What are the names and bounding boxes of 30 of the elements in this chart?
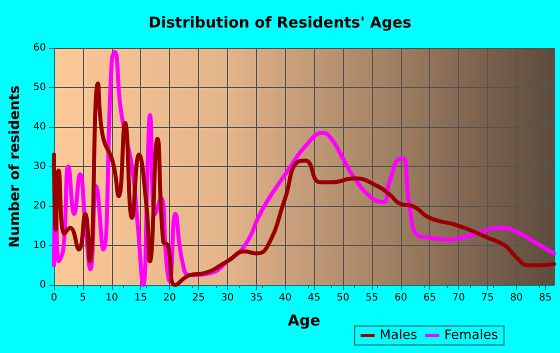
y-tick-label: 50 [33, 82, 46, 93]
x-tick-label: 30 [221, 292, 234, 304]
chart-title: Distribution of Residents' Ages [148, 14, 412, 32]
x-tick-label: 55 [366, 292, 378, 304]
y-tick-label: 30 [33, 161, 46, 172]
x-tick-label: 85 [538, 292, 552, 304]
legend-label: Males [380, 328, 418, 343]
x-tick-label: 50 [336, 292, 350, 304]
y-tick-label: 0 [40, 280, 46, 290]
y-tick-label: 10 [33, 240, 46, 251]
x-tick-label: 60 [394, 292, 408, 304]
x-tick-label: 0 [50, 292, 58, 304]
x-tick-label: 10 [105, 292, 118, 304]
x-tick-label: 25 [192, 292, 205, 304]
y-tick-label: 20 [33, 200, 46, 212]
x-tick-label: 65 [423, 292, 436, 304]
y-tick-label: 40 [33, 122, 46, 132]
y-axis-title: Number of residents [7, 85, 23, 248]
x-tick-label: 5 [80, 292, 86, 304]
x-tick-label: 35 [250, 292, 263, 304]
legend-label: Females [444, 328, 498, 343]
x-axis-title: Age [288, 312, 320, 330]
x-tick-label: 70 [452, 292, 465, 304]
x-tick-label: 80 [510, 292, 523, 304]
x-tick-label: 75 [481, 292, 494, 304]
x-tick-label: 45 [308, 292, 320, 304]
x-tick-label: 40 [278, 292, 292, 304]
x-tick-label: 20 [163, 292, 176, 304]
y-tick-label: 60 [33, 42, 46, 54]
x-tick-label: 15 [134, 292, 148, 304]
